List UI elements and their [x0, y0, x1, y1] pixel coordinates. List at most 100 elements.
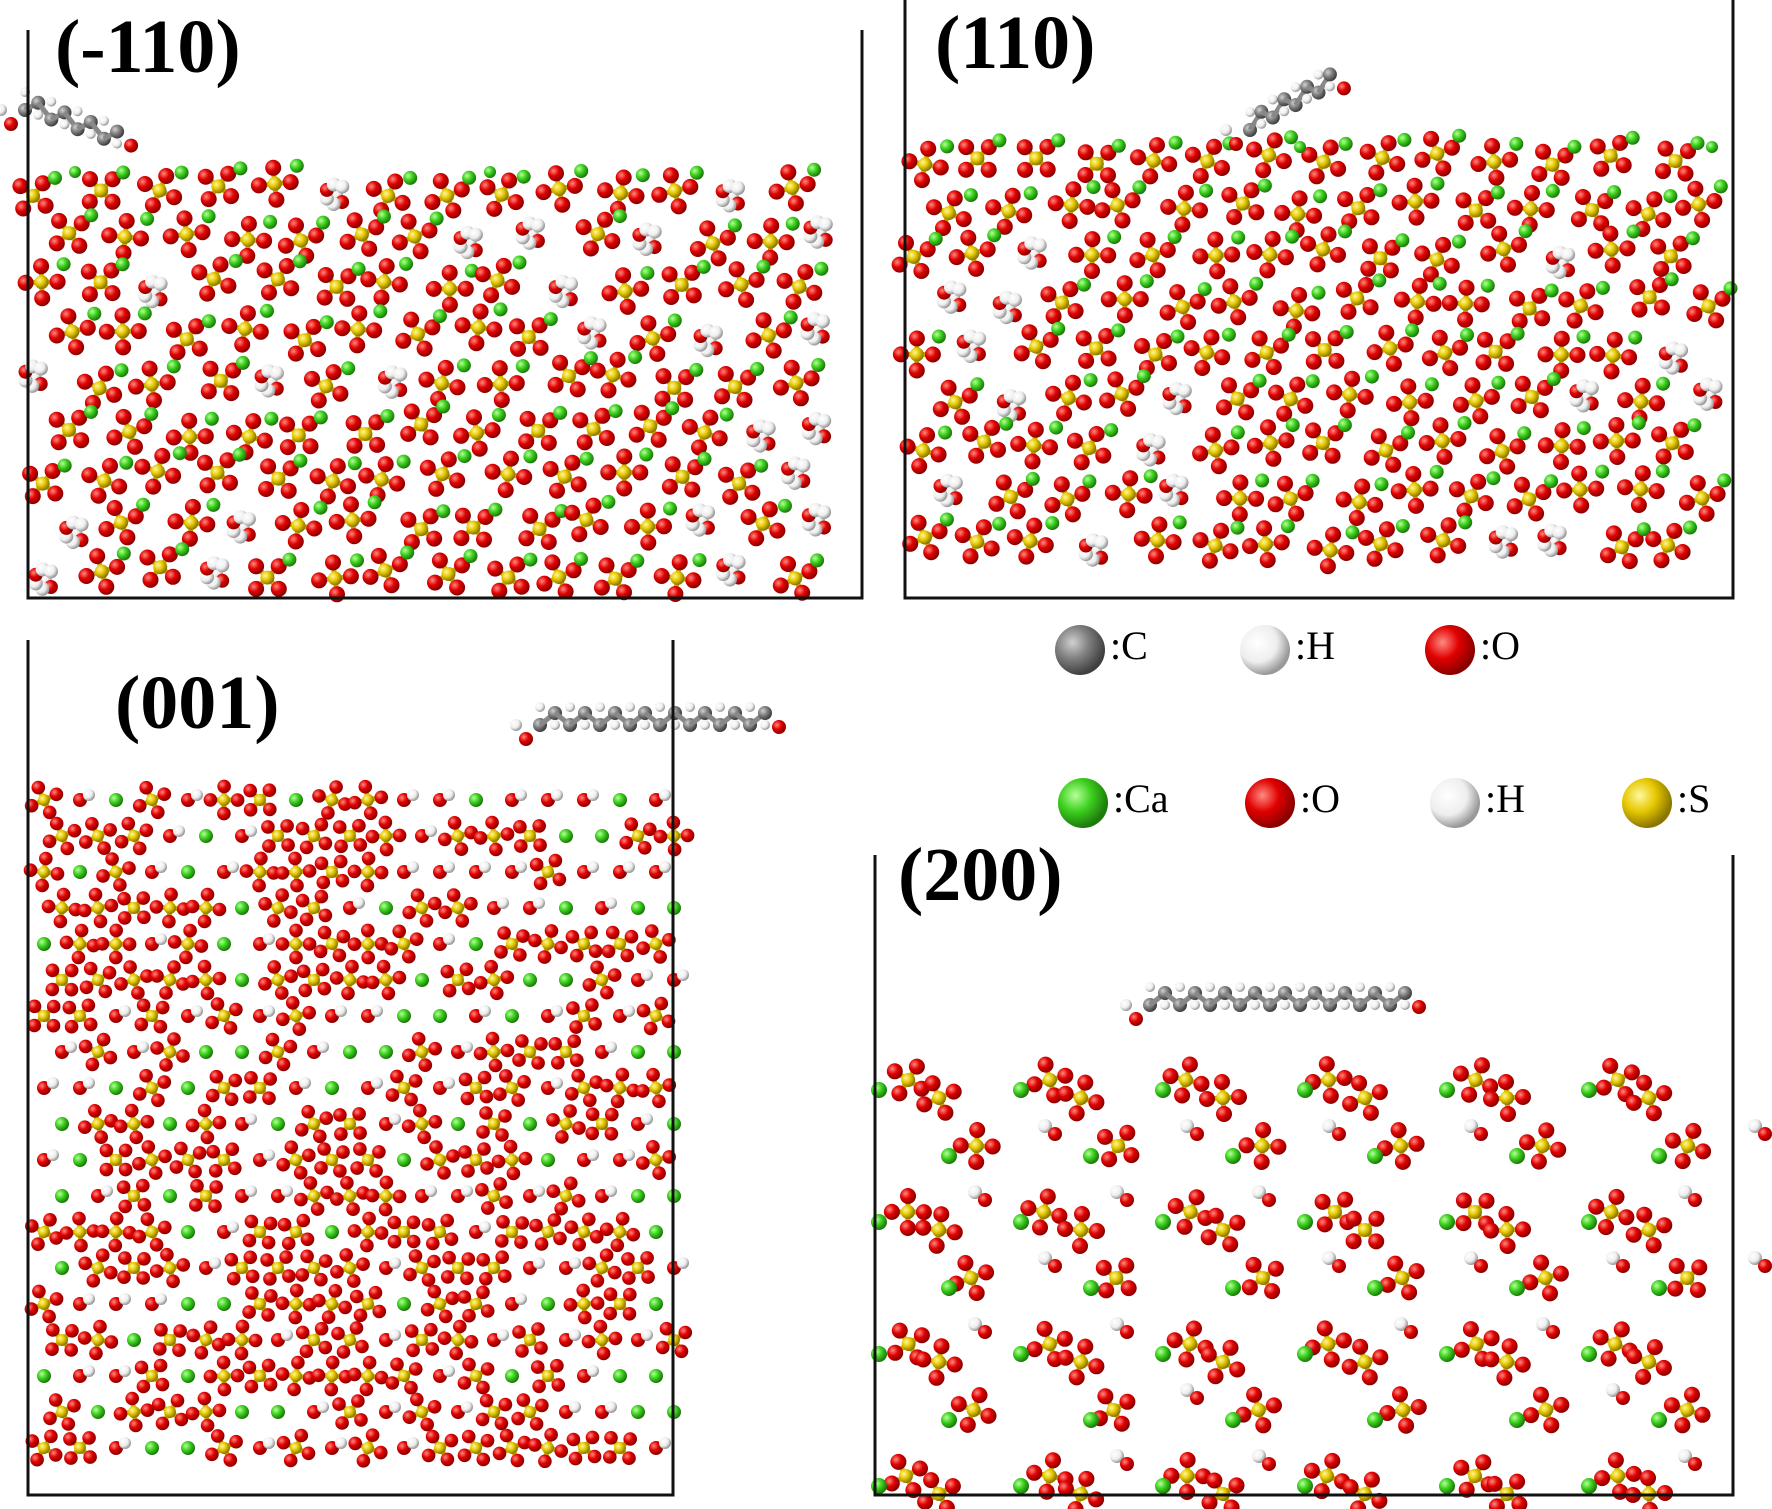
atom — [78, 1256, 92, 1271]
atom — [1404, 1325, 1418, 1339]
atom — [71, 409, 88, 426]
atom — [1484, 138, 1501, 154]
atom — [1592, 1329, 1609, 1346]
atom — [181, 1081, 195, 1095]
atom — [871, 1082, 887, 1098]
atom — [238, 321, 252, 336]
atom — [218, 1082, 230, 1094]
atom — [1661, 538, 1675, 553]
atom — [515, 861, 527, 873]
atom — [489, 842, 503, 857]
atom — [1605, 525, 1622, 542]
atom — [391, 556, 408, 573]
atom — [397, 1297, 411, 1311]
atom — [1619, 240, 1636, 257]
atom — [150, 1041, 164, 1055]
atom — [380, 830, 392, 842]
atom — [599, 1222, 614, 1237]
atom — [398, 1082, 410, 1094]
atom — [1366, 550, 1383, 567]
atom — [886, 1063, 903, 1080]
atom — [79, 980, 94, 995]
atom — [1544, 283, 1559, 298]
atom — [109, 793, 123, 807]
atom — [491, 1154, 506, 1169]
atom — [287, 345, 304, 362]
atom — [78, 568, 95, 584]
atom — [493, 377, 508, 392]
atom — [349, 1289, 364, 1304]
atom — [144, 377, 159, 392]
atom — [311, 1368, 326, 1383]
atom — [116, 1180, 131, 1194]
atom — [940, 379, 957, 396]
atom — [1027, 421, 1044, 438]
atom — [362, 1226, 374, 1238]
atom — [1324, 81, 1335, 92]
atom — [1229, 1214, 1246, 1231]
atom — [665, 401, 680, 416]
atom — [567, 1034, 581, 1048]
atom — [139, 823, 154, 838]
atom — [221, 1332, 236, 1347]
atom — [83, 1450, 97, 1464]
atom — [1267, 94, 1278, 105]
atom — [1074, 1206, 1090, 1222]
atom — [208, 1199, 222, 1213]
atom — [57, 458, 72, 473]
atom — [1259, 552, 1276, 569]
atom — [596, 1346, 611, 1361]
atom — [509, 556, 526, 573]
atom — [279, 439, 296, 456]
atom — [484, 959, 499, 974]
atom — [98, 323, 115, 340]
atom — [1180, 314, 1197, 331]
atom — [299, 1344, 314, 1359]
atom — [86, 1274, 101, 1288]
atom — [1316, 1320, 1333, 1337]
atom — [1657, 140, 1674, 157]
atom — [1023, 186, 1038, 201]
atom — [517, 1075, 531, 1089]
atom — [1210, 297, 1227, 314]
atom — [883, 1203, 900, 1220]
atom — [488, 1118, 500, 1130]
atom — [56, 1406, 68, 1418]
atom — [684, 481, 701, 498]
atom — [65, 1324, 79, 1338]
atom — [490, 986, 504, 1001]
atom — [570, 1053, 584, 1067]
atom — [390, 1357, 404, 1372]
atom — [158, 1149, 172, 1164]
atom — [76, 373, 93, 390]
atom — [1517, 426, 1532, 441]
atom — [1651, 277, 1668, 293]
atom — [1502, 151, 1519, 168]
atom — [646, 1067, 660, 1082]
atom — [765, 342, 782, 359]
atom — [140, 1212, 155, 1226]
atom — [923, 544, 940, 561]
atom — [347, 1224, 362, 1238]
atom — [1009, 503, 1026, 520]
atom — [74, 517, 89, 532]
atom — [1241, 289, 1258, 306]
atom — [420, 1157, 434, 1171]
atom — [144, 197, 161, 214]
atom — [1037, 537, 1054, 554]
atom — [115, 339, 132, 356]
atom — [494, 187, 509, 202]
atom — [422, 508, 439, 525]
atom — [1083, 1148, 1099, 1164]
atom — [174, 1141, 188, 1156]
atom — [416, 1334, 428, 1346]
atom — [548, 1037, 562, 1051]
atom — [374, 1445, 388, 1460]
atom — [428, 480, 445, 497]
atom — [441, 296, 458, 313]
atom — [476, 531, 492, 548]
atom — [140, 969, 154, 983]
atom — [653, 829, 668, 844]
atom — [47, 1077, 59, 1089]
atom — [165, 467, 182, 484]
